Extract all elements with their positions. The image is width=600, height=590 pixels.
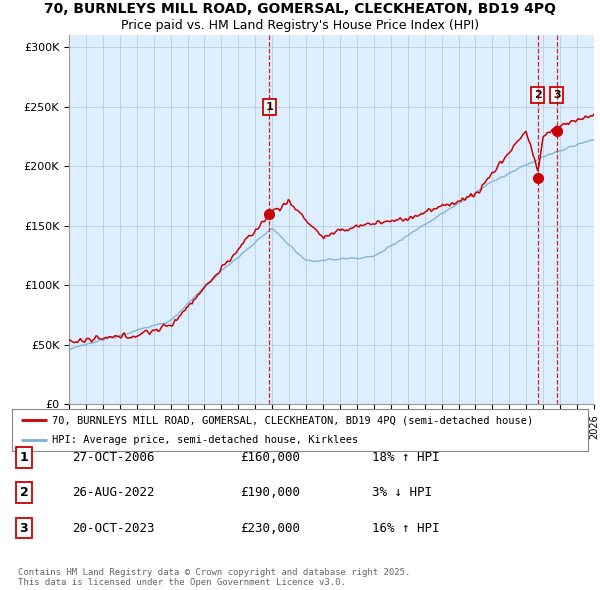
Text: 26-AUG-2022: 26-AUG-2022: [72, 486, 155, 499]
Text: Price paid vs. HM Land Registry's House Price Index (HPI): Price paid vs. HM Land Registry's House …: [121, 19, 479, 32]
Text: 20-OCT-2023: 20-OCT-2023: [72, 522, 155, 535]
Text: HPI: Average price, semi-detached house, Kirklees: HPI: Average price, semi-detached house,…: [52, 435, 359, 445]
Text: Contains HM Land Registry data © Crown copyright and database right 2025.
This d: Contains HM Land Registry data © Crown c…: [18, 568, 410, 587]
Text: 70, BURNLEYS MILL ROAD, GOMERSAL, CLECKHEATON, BD19 4PQ: 70, BURNLEYS MILL ROAD, GOMERSAL, CLECKH…: [44, 2, 556, 16]
Text: 1: 1: [265, 101, 273, 112]
Text: 3: 3: [20, 522, 28, 535]
Text: 3: 3: [553, 90, 560, 100]
Text: £230,000: £230,000: [240, 522, 300, 535]
Text: 16% ↑ HPI: 16% ↑ HPI: [372, 522, 439, 535]
Text: £160,000: £160,000: [240, 451, 300, 464]
Text: 3% ↓ HPI: 3% ↓ HPI: [372, 486, 432, 499]
Text: £190,000: £190,000: [240, 486, 300, 499]
Text: 1: 1: [20, 451, 28, 464]
Text: 18% ↑ HPI: 18% ↑ HPI: [372, 451, 439, 464]
Text: 27-OCT-2006: 27-OCT-2006: [72, 451, 155, 464]
Text: 2: 2: [534, 90, 541, 100]
Text: 2: 2: [20, 486, 28, 499]
Text: 70, BURNLEYS MILL ROAD, GOMERSAL, CLECKHEATON, BD19 4PQ (semi-detached house): 70, BURNLEYS MILL ROAD, GOMERSAL, CLECKH…: [52, 415, 533, 425]
